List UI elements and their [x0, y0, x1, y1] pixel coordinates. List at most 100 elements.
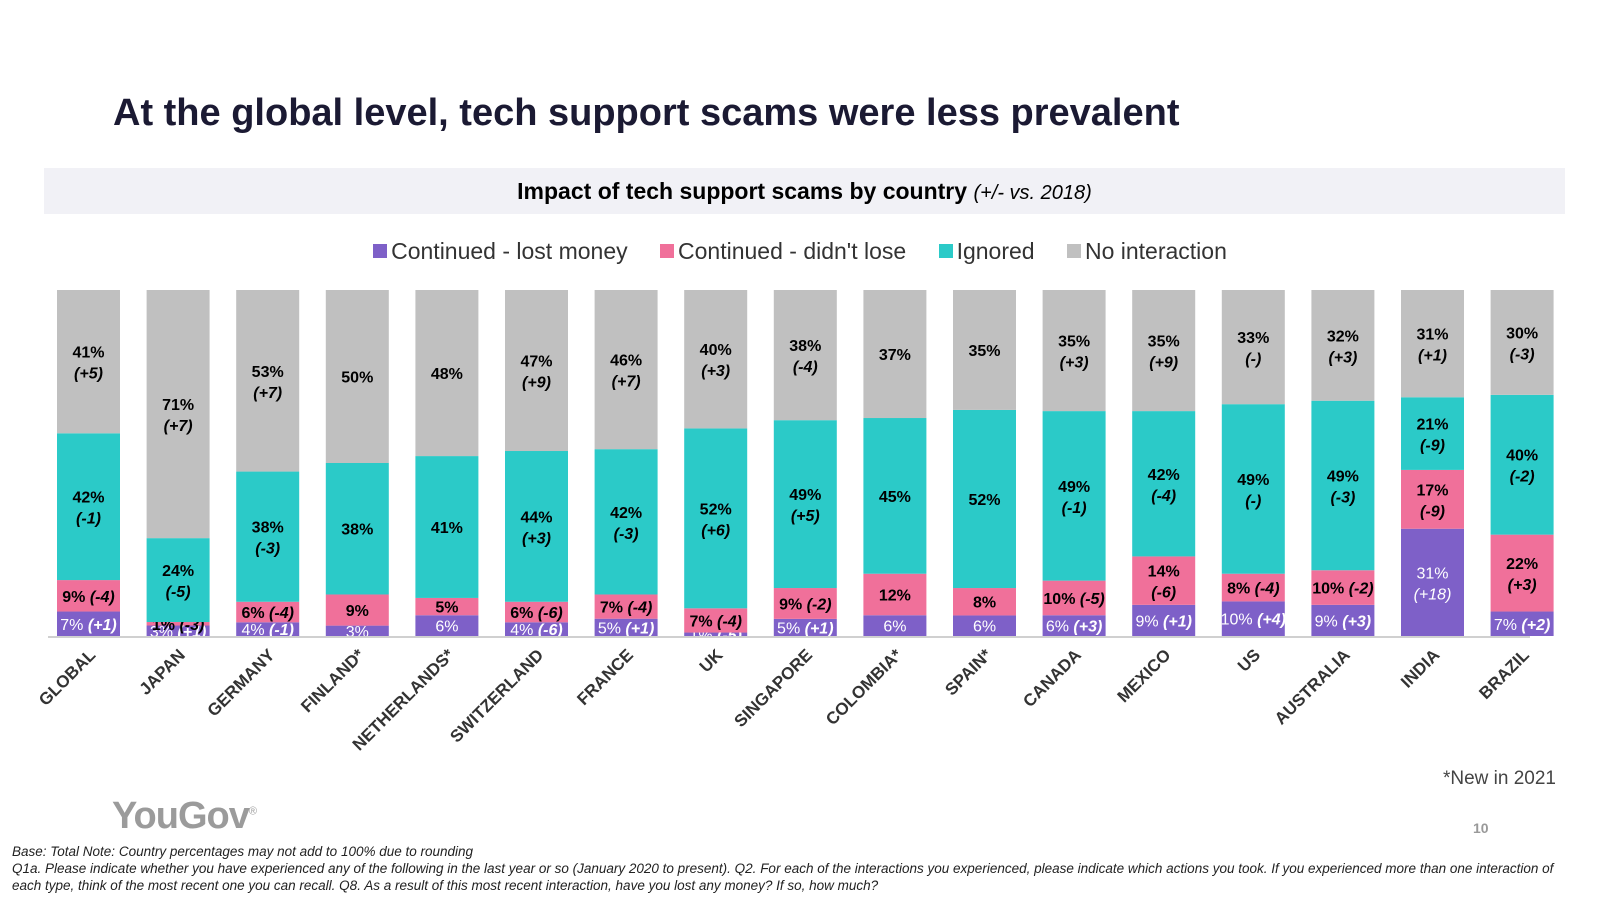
bar-continued-didn-t-lose-spain — [953, 588, 1016, 616]
chart-subtitle: Impact of tech support scams by country … — [44, 178, 1565, 205]
x-tick-spain: SPAIN* — [941, 645, 995, 699]
label-value: 30% — [1506, 325, 1538, 342]
label-value: 38% — [252, 520, 284, 537]
label-change: (+1) — [625, 620, 654, 637]
data-label-ignored-netherlands: 41% — [431, 520, 463, 537]
label-change: (-5) — [166, 584, 191, 601]
label-change: (-4) — [627, 600, 652, 617]
label-value: 21% — [1416, 417, 1448, 434]
label-change: (-1) — [76, 511, 101, 528]
label-change: (-6) — [538, 605, 563, 622]
bar-ignored-singapore — [773, 420, 837, 589]
legend-swatch-didnt-lose — [660, 244, 675, 258]
bar-continued-lost-money-singapore — [773, 618, 837, 636]
data-label-no-interaction-india: 31% (+1) — [1416, 327, 1448, 365]
data-label-ignored-singapore: 49% (+5) — [789, 487, 821, 525]
label-value: 6% — [510, 605, 538, 622]
data-label-no-interaction-mexico: 35% (+9) — [1148, 334, 1180, 372]
label-value: 10% — [1312, 581, 1348, 598]
bar-continued-didn-t-lose-netherlands — [415, 597, 479, 616]
chart-subtitle-bar: Impact of tech support scams by country … — [44, 168, 1565, 214]
bar-continued-lost-money-global — [57, 611, 120, 636]
label-change: (-3) — [614, 526, 639, 543]
bar-no-interaction-uk — [684, 290, 748, 429]
data-label-continued-didn-t-lose-finland: 9% — [346, 603, 369, 620]
legend-label-lost-money: Continued - lost money — [391, 237, 628, 264]
x-tick-japan: JAPAN — [136, 645, 189, 698]
label-change: (-4) — [1255, 581, 1280, 598]
data-label-ignored-uk: 52% (+6) — [700, 501, 732, 539]
label-value: 14% — [1148, 564, 1180, 581]
label-change: (-2) — [1510, 469, 1535, 486]
data-label-no-interaction-singapore: 38% (-4) — [789, 338, 821, 376]
label-change: (+7) — [164, 418, 193, 435]
label-value: 35% — [1058, 334, 1090, 351]
data-label-ignored-us: 49% (-) — [1237, 472, 1269, 510]
bar-continued-lost-money-netherlands — [415, 615, 479, 636]
label-value: 6% — [1046, 619, 1074, 636]
data-label-continued-didn-t-lose-australia: 10% (-2) — [1312, 581, 1373, 598]
chart-subtitle-note: (+/- vs. 2018) — [973, 182, 1092, 204]
bar-ignored-netherlands — [415, 456, 479, 598]
bar-ignored-japan — [146, 538, 210, 623]
x-tick-us: US — [1234, 645, 1264, 675]
data-label-ignored-switzerland: 44% (+3) — [520, 509, 552, 547]
legend-item-ignored: Ignored — [938, 238, 1035, 265]
data-label-continued-didn-t-lose-uk: 7% (-4) — [689, 613, 741, 630]
label-value: 49% — [1237, 472, 1269, 489]
bar-continued-didn-t-lose-singapore — [773, 588, 837, 619]
label-value: 41% — [72, 345, 104, 362]
yougov-logo: YouGov® — [112, 795, 257, 838]
x-tick-switzerland: SWITZERLAND — [446, 645, 547, 746]
data-label-no-interaction-us: 33% (-) — [1237, 330, 1269, 368]
label-value: 17% — [1416, 482, 1448, 499]
label-value: 7% — [600, 600, 628, 617]
legend-swatch-no-interaction — [1066, 244, 1081, 258]
label-value: 40% — [700, 342, 732, 359]
bar-no-interaction-japan — [146, 290, 210, 539]
data-label-ignored-colombia: 45% — [879, 489, 911, 506]
label-value: 24% — [162, 563, 194, 580]
label-value: 9% — [779, 596, 807, 613]
label-change: (+1) — [88, 617, 117, 634]
data-label-ignored-india: 21% (-9) — [1416, 417, 1448, 455]
label-value: 33% — [1237, 330, 1269, 347]
data-label-continued-didn-t-lose-singapore: 9% (-2) — [779, 596, 831, 613]
bar-continued-lost-money-switzerland — [505, 622, 568, 636]
data-label-continued-lost-money-us: 10% (+4) — [1221, 612, 1286, 629]
bar-ignored-spain — [953, 409, 1016, 589]
data-label-no-interaction-canada: 35% (+3) — [1058, 334, 1090, 372]
x-tick-france: FRANCE — [573, 645, 637, 709]
bar-ignored-colombia — [863, 418, 927, 574]
label-change: (-4) — [717, 613, 742, 630]
label-change: (+5) — [791, 508, 820, 525]
bar-ignored-germany — [236, 471, 300, 602]
bar-no-interaction-finland — [325, 290, 389, 463]
bar-no-interaction-colombia — [863, 290, 927, 419]
registered-mark: ® — [248, 805, 257, 818]
data-label-continued-lost-money-finland: 3% — [346, 624, 369, 641]
bar-continued-didn-t-lose-france — [594, 594, 658, 619]
label-value: 9% — [62, 589, 90, 606]
x-tick-germany: GERMANY — [204, 645, 279, 720]
data-label-continued-didn-t-lose-mexico: 14% (-6) — [1148, 564, 1180, 602]
label-change: (-1) — [1062, 500, 1087, 517]
label-value: 47% — [520, 354, 552, 371]
bar-continued-lost-money-us — [1221, 601, 1285, 636]
label-change: (+3) — [1073, 619, 1102, 636]
label-change: (-4) — [1151, 488, 1176, 505]
label-value: 22% — [1506, 556, 1538, 573]
data-label-no-interaction-uk: 40% (+3) — [700, 342, 732, 380]
brand-name: YouGov — [112, 795, 250, 837]
label-value: 42% — [610, 505, 642, 522]
label-value: 10% — [1221, 612, 1257, 629]
label-value: 7% — [689, 613, 717, 630]
bar-no-interaction-australia — [1311, 290, 1375, 401]
label-value: 31% — [1416, 327, 1448, 344]
label-value: 7% — [60, 617, 88, 634]
label-value: 38% — [789, 338, 821, 355]
data-label-ignored-france: 42% (-3) — [610, 505, 642, 543]
bar-ignored-finland — [325, 463, 389, 595]
bar-continued-didn-t-lose-colombia — [863, 573, 927, 616]
label-value: 42% — [72, 490, 104, 507]
